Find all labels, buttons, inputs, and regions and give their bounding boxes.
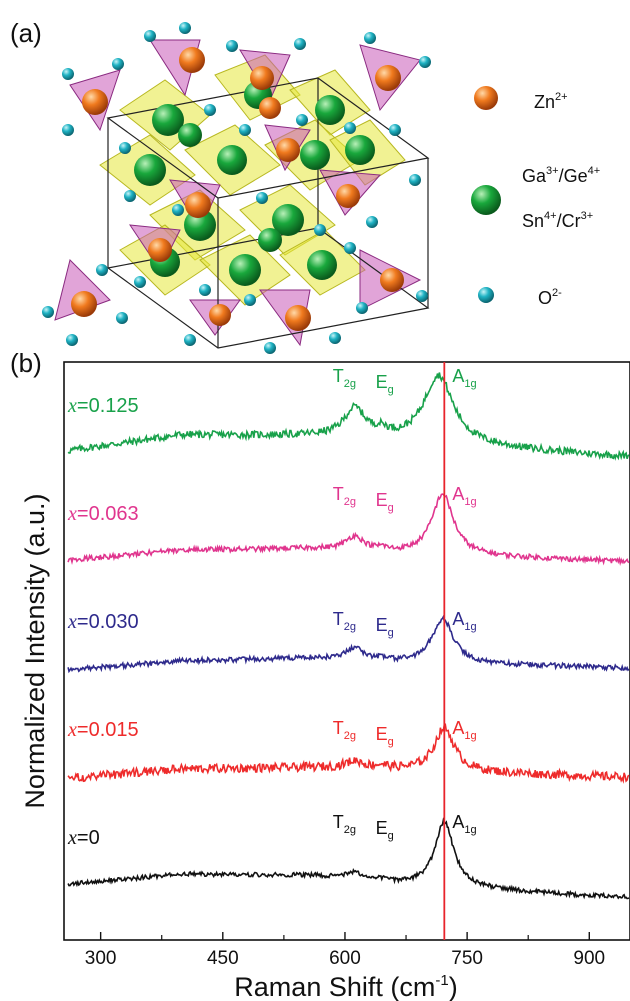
peak-label-eg-3: Eg bbox=[376, 724, 394, 748]
plot-frame bbox=[63, 361, 630, 941]
y-axis-title: Normalized Intensity (a.u.) bbox=[20, 493, 50, 808]
raman-plot: x=0.125 T2g Eg A1g x=0.063 T2g Eg A1g x=0.030 T2g… bbox=[20, 361, 630, 1001]
peak-label-t2g-1: T2g bbox=[333, 484, 356, 508]
peak-label-eg-1: Eg bbox=[376, 490, 394, 514]
series-label-1: x=0.063 bbox=[67, 503, 139, 525]
series-label-2: x=0.030 bbox=[67, 611, 139, 633]
series-line-4 bbox=[67, 817, 630, 900]
peak-label-a1g-3: A1g bbox=[452, 718, 476, 742]
legend-ga-ge: Ga3+/Ge4+ bbox=[522, 165, 600, 186]
peak-label-a1g-4: A1g bbox=[452, 812, 476, 836]
series-line-2 bbox=[67, 614, 630, 674]
peak-label-a1g-0: A1g bbox=[452, 366, 476, 390]
series-label-0: x=0.125 bbox=[67, 395, 139, 417]
peak-label-t2g-3: T2g bbox=[333, 718, 356, 742]
series-label-3: x=0.015 bbox=[67, 719, 139, 741]
peak-label-t2g-0: T2g bbox=[333, 366, 356, 390]
o-sphere-icon bbox=[478, 287, 494, 303]
peak-label-t2g-2: T2g bbox=[333, 609, 356, 633]
series-line-3 bbox=[67, 723, 630, 784]
legend-zn: Zn2+ bbox=[534, 91, 568, 112]
peak-label-eg-4: Eg bbox=[376, 818, 394, 842]
structure-legend: Zn2+ Ga3+/Ge4+ Sn4+/Cr3+ O2- bbox=[471, 86, 600, 308]
x-axis-title: Raman Shift (cm-1) bbox=[234, 972, 457, 1001]
series-label-layer: x=0.125 T2g Eg A1g x=0.063 T2g Eg A1g x=0.030 T2g… bbox=[67, 366, 477, 849]
series-label-4: x=0 bbox=[67, 827, 100, 849]
zn-sphere-icon bbox=[474, 86, 498, 110]
legend-sn-cr: Sn4+/Cr3+ bbox=[522, 210, 593, 231]
peak-label-eg-2: Eg bbox=[376, 615, 394, 639]
x-tick-label-0: 300 bbox=[85, 948, 117, 969]
peak-label-t2g-4: T2g bbox=[333, 812, 356, 836]
x-tick-label-3: 750 bbox=[451, 948, 483, 969]
series-layer bbox=[67, 372, 630, 900]
x-tick-label-2: 600 bbox=[329, 948, 361, 969]
legend-o: O2- bbox=[538, 287, 562, 308]
peak-label-eg-0: Eg bbox=[376, 372, 394, 396]
series-line-1 bbox=[67, 493, 630, 566]
ga-ge-sn-cr-sphere-icon bbox=[471, 185, 501, 215]
peak-label-a1g-2: A1g bbox=[452, 609, 476, 633]
panel-a-label: (a) bbox=[10, 18, 42, 48]
series-line-0 bbox=[67, 372, 630, 461]
peak-label-a1g-1: A1g bbox=[452, 484, 476, 508]
panel-b-label: (b) bbox=[10, 348, 42, 378]
x-tick-label-4: 900 bbox=[573, 948, 605, 969]
x-tick-layer: 300 450 600 750 900 bbox=[85, 932, 605, 969]
crystal-structure-illustration bbox=[42, 22, 431, 354]
x-tick-label-1: 450 bbox=[207, 948, 239, 969]
